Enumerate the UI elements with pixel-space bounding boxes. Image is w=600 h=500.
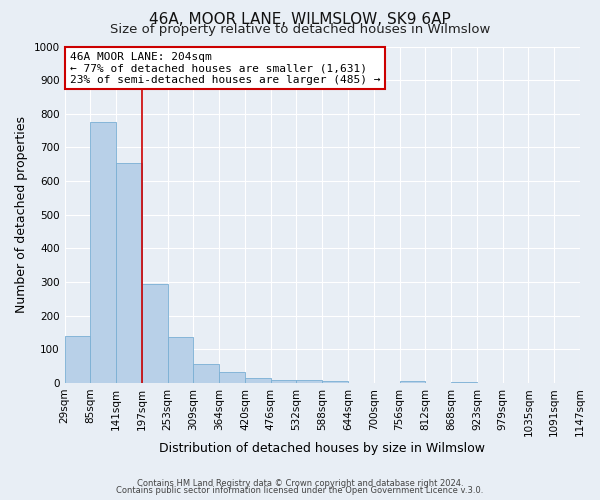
Bar [400,381,425,383]
Text: 46A MOOR LANE: 204sqm
← 77% of detached houses are smaller (1,631)
23% of semi-d: 46A MOOR LANE: 204sqm ← 77% of detached … [70,52,380,84]
Bar [271,380,296,383]
Y-axis label: Number of detached properties: Number of detached properties [15,116,28,313]
Text: 46A, MOOR LANE, WILMSLOW, SK9 6AP: 46A, MOOR LANE, WILMSLOW, SK9 6AP [149,12,451,28]
Text: Size of property relative to detached houses in Wilmslow: Size of property relative to detached ho… [110,22,490,36]
Bar [91,122,116,383]
Text: Contains public sector information licensed under the Open Government Licence v.: Contains public sector information licen… [116,486,484,495]
Bar [193,364,219,383]
Bar [116,162,142,383]
Text: Contains HM Land Registry data © Crown copyright and database right 2024.: Contains HM Land Registry data © Crown c… [137,478,463,488]
Bar [451,382,477,383]
Bar [142,284,167,383]
Bar [296,380,322,383]
X-axis label: Distribution of detached houses by size in Wilmslow: Distribution of detached houses by size … [159,442,485,455]
Bar [167,338,193,383]
Bar [219,372,245,383]
Bar [322,382,348,383]
Bar [65,336,91,383]
Bar [245,378,271,383]
